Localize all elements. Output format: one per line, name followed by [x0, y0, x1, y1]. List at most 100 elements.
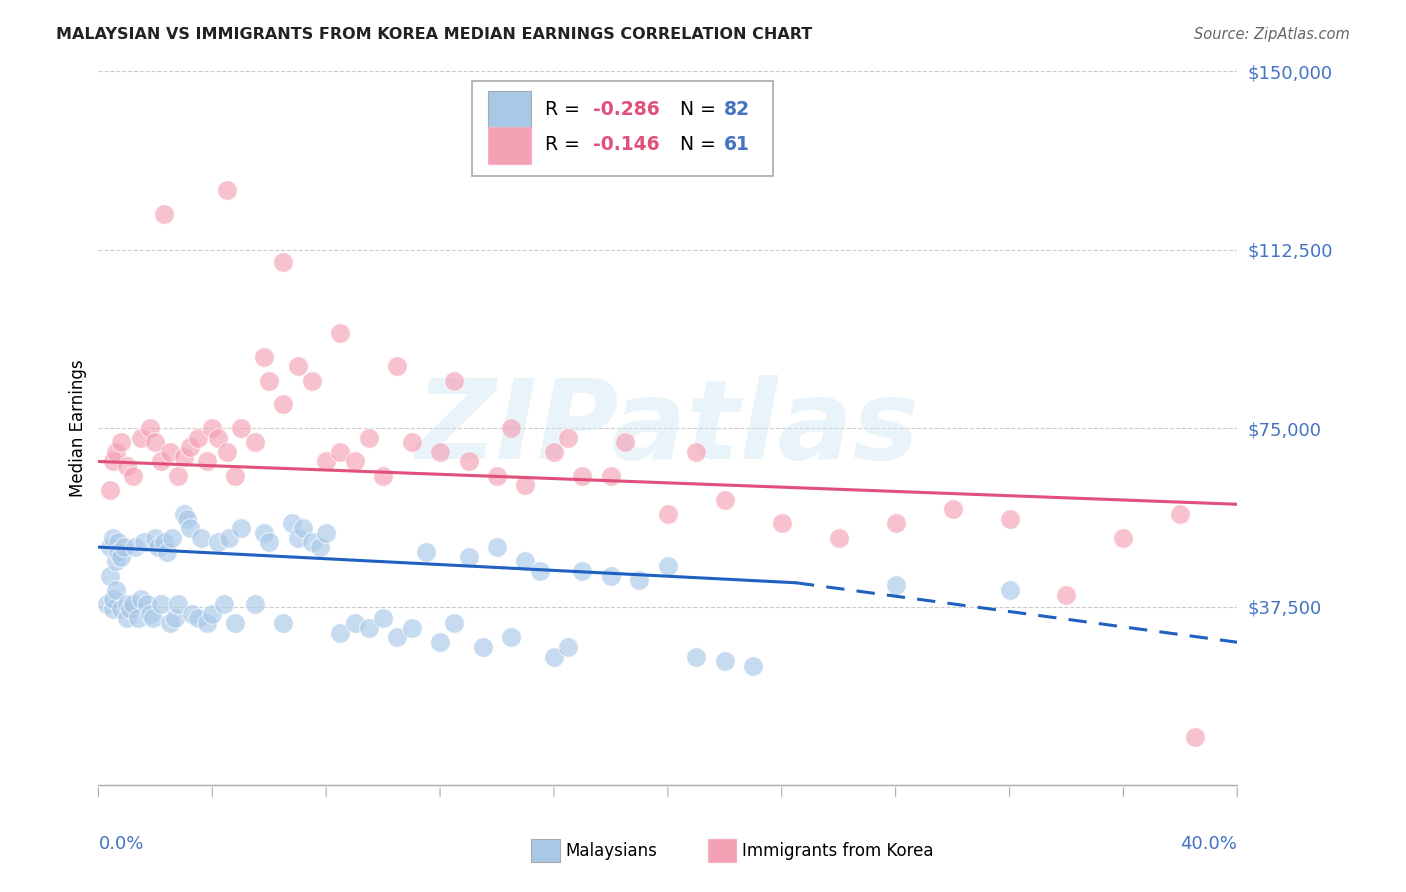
Point: [195, 616, 218, 631]
Point: [115, 611, 138, 625]
Point: [201, 421, 224, 435]
Point: [600, 568, 623, 582]
Point: [229, 521, 252, 535]
Point: [281, 516, 304, 531]
Point: [104, 445, 127, 459]
Point: [187, 611, 209, 625]
Point: [190, 531, 212, 545]
Point: [243, 597, 266, 611]
Point: [401, 621, 423, 635]
Point: [529, 564, 551, 578]
Point: [287, 531, 309, 545]
Point: [187, 431, 209, 445]
Point: [429, 635, 451, 649]
Point: [543, 445, 565, 459]
Point: [173, 507, 195, 521]
Point: [110, 435, 132, 450]
Bar: [707, 839, 737, 862]
Point: [141, 611, 163, 625]
Point: [998, 582, 1021, 597]
Point: [115, 459, 138, 474]
Point: [153, 207, 176, 221]
Point: [557, 640, 579, 654]
Text: R =: R =: [546, 136, 586, 154]
Point: [224, 468, 246, 483]
Point: [150, 454, 173, 468]
Point: [162, 531, 184, 545]
Point: [685, 445, 707, 459]
Point: [110, 549, 132, 564]
Point: [138, 607, 160, 621]
Point: [207, 431, 229, 445]
Text: 40.0%: 40.0%: [1181, 835, 1237, 853]
Point: [329, 625, 352, 640]
Point: [357, 621, 380, 635]
Point: [252, 350, 274, 364]
Point: [129, 431, 152, 445]
Point: [181, 607, 204, 621]
Point: [201, 607, 224, 621]
Text: -0.146: -0.146: [593, 136, 659, 154]
Point: [129, 592, 152, 607]
Point: [212, 597, 235, 611]
Point: [259, 374, 281, 388]
Text: MALAYSIAN VS IMMIGRANTS FROM KOREA MEDIAN EARNINGS CORRELATION CHART: MALAYSIAN VS IMMIGRANTS FROM KOREA MEDIA…: [56, 27, 813, 42]
Text: N =: N =: [668, 136, 721, 154]
Text: 0.0%: 0.0%: [98, 835, 143, 853]
Point: [501, 631, 523, 645]
Point: [287, 359, 309, 374]
Point: [138, 421, 160, 435]
Point: [301, 374, 323, 388]
Point: [770, 516, 793, 531]
Text: R =: R =: [546, 100, 586, 119]
Point: [401, 435, 423, 450]
Point: [98, 483, 121, 497]
Text: Source: ZipAtlas.com: Source: ZipAtlas.com: [1194, 27, 1350, 42]
Point: [373, 611, 395, 625]
Point: [176, 511, 198, 525]
Point: [173, 450, 195, 464]
Point: [218, 531, 240, 545]
Point: [118, 602, 141, 616]
Point: [96, 597, 118, 611]
Bar: [531, 839, 560, 862]
Point: [1170, 507, 1192, 521]
Point: [614, 435, 637, 450]
Point: [543, 649, 565, 664]
Point: [443, 374, 465, 388]
Point: [121, 597, 143, 611]
Point: [292, 521, 315, 535]
Point: [714, 492, 737, 507]
Point: [301, 535, 323, 549]
Point: [329, 445, 352, 459]
Point: [167, 597, 190, 611]
Point: [107, 545, 129, 559]
Point: [273, 616, 295, 631]
Point: [150, 597, 173, 611]
Text: 61: 61: [724, 136, 749, 154]
Point: [145, 435, 167, 450]
Point: [207, 535, 229, 549]
Point: [429, 445, 451, 459]
Point: [373, 468, 395, 483]
Point: [159, 616, 181, 631]
Point: [124, 540, 146, 554]
Point: [1056, 588, 1078, 602]
Point: [1112, 531, 1135, 545]
Point: [107, 535, 129, 549]
Point: [273, 254, 295, 268]
Point: [457, 549, 479, 564]
Point: [557, 431, 579, 445]
Point: [387, 631, 409, 645]
Point: [628, 574, 651, 588]
Point: [229, 421, 252, 435]
Point: [104, 582, 127, 597]
Point: [112, 540, 135, 554]
Text: ZIPatlas: ZIPatlas: [416, 375, 920, 482]
Point: [156, 545, 179, 559]
Point: [457, 454, 479, 468]
Point: [998, 511, 1021, 525]
Point: [471, 640, 494, 654]
Bar: [488, 91, 531, 128]
Point: [357, 431, 380, 445]
